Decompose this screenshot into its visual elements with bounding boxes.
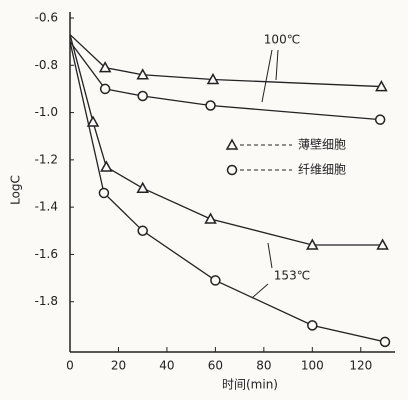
circle-marker — [205, 100, 216, 111]
series-line — [69, 34, 382, 88]
circle-marker — [99, 83, 111, 95]
circle-marker — [137, 225, 148, 237]
leader-line — [267, 242, 273, 269]
x-tick-label: 60 — [208, 359, 223, 373]
y-tick-label: -1.8 — [35, 294, 58, 308]
x-tick-label: 0 — [66, 359, 74, 373]
leader-line — [275, 49, 279, 81]
y-tick-label: -0.6 — [35, 11, 58, 25]
circle-marker — [379, 336, 391, 348]
x-tick-label: 40 — [159, 359, 174, 373]
leader-line — [251, 283, 269, 299]
legend-label: 纤维细胞 — [298, 163, 346, 177]
circle-marker — [210, 275, 221, 286]
circle-marker — [374, 114, 386, 125]
triangle-marker — [376, 238, 389, 250]
annotation: 100℃ — [264, 33, 300, 47]
y-tick-label: -1.0 — [35, 105, 58, 119]
y-tick-label: -1.6 — [35, 247, 58, 261]
annotation: 153℃ — [274, 269, 310, 283]
circle-marker — [98, 187, 110, 199]
triangle-marker — [206, 72, 220, 85]
triangle-marker — [100, 160, 113, 172]
leader-line — [261, 49, 273, 103]
triangle-marker — [136, 68, 149, 80]
triangle-marker — [136, 181, 149, 193]
x-axis-label: 时间(min) — [222, 378, 278, 392]
y-axis-label: LogC — [9, 175, 23, 205]
triangle-marker — [86, 115, 100, 127]
series-line — [69, 41, 381, 121]
legend-label: 薄壁细胞 — [298, 137, 346, 152]
triangle-marker — [375, 80, 388, 92]
triangle-marker — [204, 212, 217, 224]
x-tick-label: 100 — [301, 359, 324, 373]
x-tick-label: 120 — [349, 359, 372, 373]
series-line — [69, 41, 386, 343]
triangle-marker — [98, 61, 112, 73]
triangle-marker — [225, 138, 239, 150]
circle-marker — [307, 320, 318, 331]
circle-marker — [226, 164, 238, 176]
x-tick-label: 80 — [256, 359, 271, 373]
triangle-marker — [306, 238, 319, 250]
circle-marker — [137, 90, 148, 102]
y-tick-label: -0.8 — [35, 58, 58, 72]
y-tick-label: -1.4 — [35, 200, 58, 214]
y-tick-label: -1.2 — [35, 152, 58, 166]
x-tick-label: 20 — [111, 359, 126, 373]
